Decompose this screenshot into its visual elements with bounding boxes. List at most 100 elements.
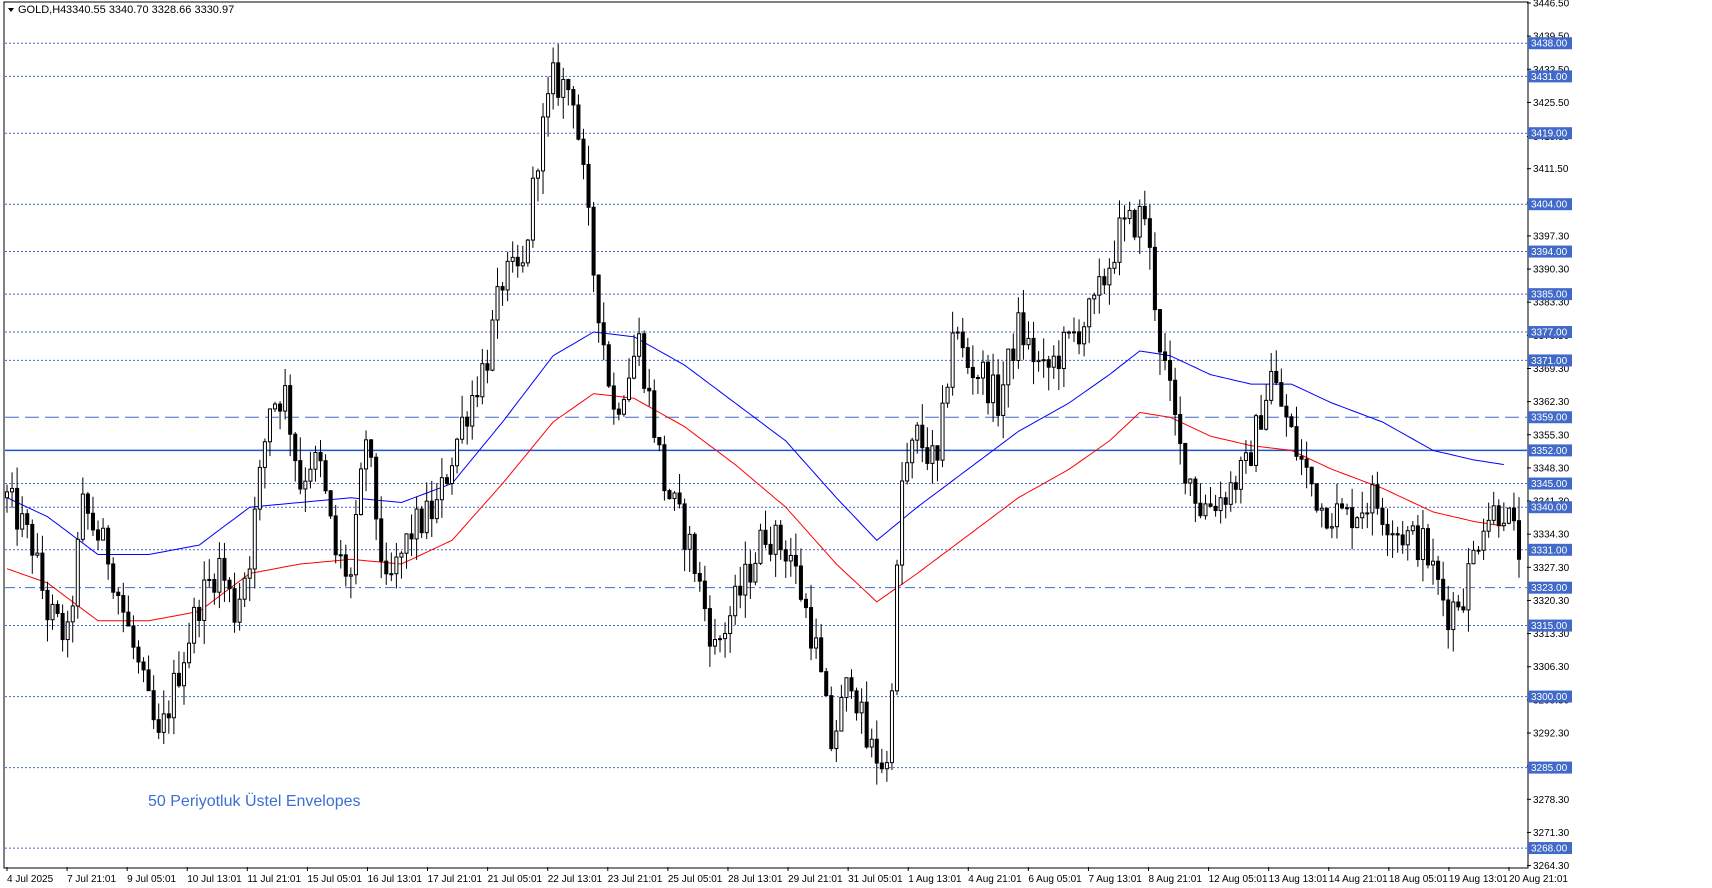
candle <box>333 504 338 564</box>
candle <box>829 686 834 752</box>
bull-candle-body <box>1203 503 1208 517</box>
bear-candle-body <box>1233 482 1238 490</box>
candle <box>10 472 15 508</box>
candle <box>621 395 626 417</box>
bull-candle-body <box>621 399 626 415</box>
level-label-bg <box>1528 411 1572 424</box>
bear-candle-body <box>677 492 682 505</box>
bear-candle-body <box>1309 466 1314 485</box>
bear-candle-body <box>212 578 217 593</box>
bear-candle-body <box>40 552 45 591</box>
time-axis: 4 Jul 2025 7 Jul 21:01 9 Jul 05:01 10 Jul 1… <box>6 867 1568 885</box>
x-tick-label: 7 Aug 13:01 <box>1088 874 1142 885</box>
bear-candle-body <box>429 500 434 520</box>
candle <box>470 380 475 440</box>
candle <box>824 667 829 697</box>
x-tick-label: 8 Aug 21:01 <box>1149 874 1203 885</box>
candle <box>161 690 166 745</box>
bull-candle-body <box>1117 217 1122 263</box>
candle <box>176 651 181 688</box>
bear-candle-body <box>45 589 50 621</box>
bull-candle-body <box>900 480 905 566</box>
bear-candle-body <box>748 563 753 583</box>
candle <box>647 368 652 407</box>
candle <box>819 624 824 673</box>
bull-candle-body <box>1410 525 1415 532</box>
bear-candle-body <box>970 366 975 379</box>
candle <box>25 509 30 539</box>
bear-candle-body <box>662 444 667 492</box>
candle <box>788 537 793 577</box>
candle <box>1415 515 1420 567</box>
bear-candle-body <box>819 637 824 673</box>
y-tick-label: 3362.30 <box>1533 397 1570 408</box>
candle <box>272 401 278 413</box>
x-tick-label: 1 Aug 13:01 <box>908 874 962 885</box>
y-tick-label: 3446.50 <box>1533 0 1570 10</box>
bear-candle-body <box>1279 382 1284 407</box>
bear-candle-body <box>141 661 146 671</box>
bear-candle-body <box>30 523 35 556</box>
candle <box>1243 440 1248 474</box>
level-label-bg <box>1528 70 1572 83</box>
bull-candle-body <box>723 632 728 640</box>
candle <box>1228 471 1233 512</box>
candle <box>505 251 510 302</box>
candle <box>45 581 50 642</box>
bull-candle-body <box>353 514 358 576</box>
level-label-bg <box>1528 690 1572 703</box>
candle <box>551 47 556 110</box>
bull-candle-body <box>1041 359 1046 362</box>
bear-candle-body <box>803 598 809 609</box>
bear-candle-body <box>738 585 743 596</box>
candle <box>1203 494 1208 520</box>
candle <box>728 606 733 653</box>
level-label: 3419.00 <box>1531 129 1568 140</box>
candle <box>520 245 525 273</box>
candle <box>293 431 298 482</box>
bull-candle-body <box>247 568 252 579</box>
y-tick-label: 3278.30 <box>1533 795 1570 806</box>
candle <box>90 496 95 536</box>
bull-candle-body <box>1006 348 1011 386</box>
candle <box>414 496 419 560</box>
bear-candle-body <box>293 433 298 462</box>
candle <box>343 544 348 587</box>
candle <box>1395 526 1400 553</box>
bull-candle-body <box>1097 276 1102 296</box>
candle <box>733 574 738 625</box>
candle <box>525 238 530 267</box>
candle <box>156 703 161 740</box>
candle <box>687 525 692 573</box>
bear-candle-body <box>798 565 803 600</box>
symbol-menu-triangle-icon[interactable] <box>8 8 14 12</box>
candle <box>783 540 788 578</box>
bull-candle-body <box>348 574 353 577</box>
x-tick-label: 23 Jul 21:01 <box>608 874 663 885</box>
bull-candle-body <box>480 363 485 398</box>
level-label-bg <box>1528 761 1572 774</box>
x-tick-label: 25 Jul 05:01 <box>668 874 723 885</box>
candle <box>1142 190 1147 226</box>
bear-candle-body <box>1299 455 1304 460</box>
level-label-bg <box>1528 619 1572 632</box>
candle <box>171 659 176 735</box>
candle <box>131 615 136 660</box>
candle <box>1173 367 1178 436</box>
candle <box>1269 353 1274 405</box>
bull-candle-body <box>551 62 556 95</box>
bull-candle-body <box>520 262 525 267</box>
upper-envelope-line <box>6 331 1504 555</box>
candle <box>712 618 717 655</box>
candle <box>743 541 748 618</box>
candle <box>4 484 10 513</box>
candle <box>1011 333 1016 380</box>
candle <box>166 700 171 734</box>
bear-candle-body <box>146 669 151 692</box>
bull-candle-body <box>712 638 717 647</box>
bull-candle-body <box>1218 497 1223 512</box>
bull-candle-body <box>1107 267 1112 286</box>
bull-candle-body <box>207 578 212 581</box>
bull-candle-body <box>525 239 530 264</box>
